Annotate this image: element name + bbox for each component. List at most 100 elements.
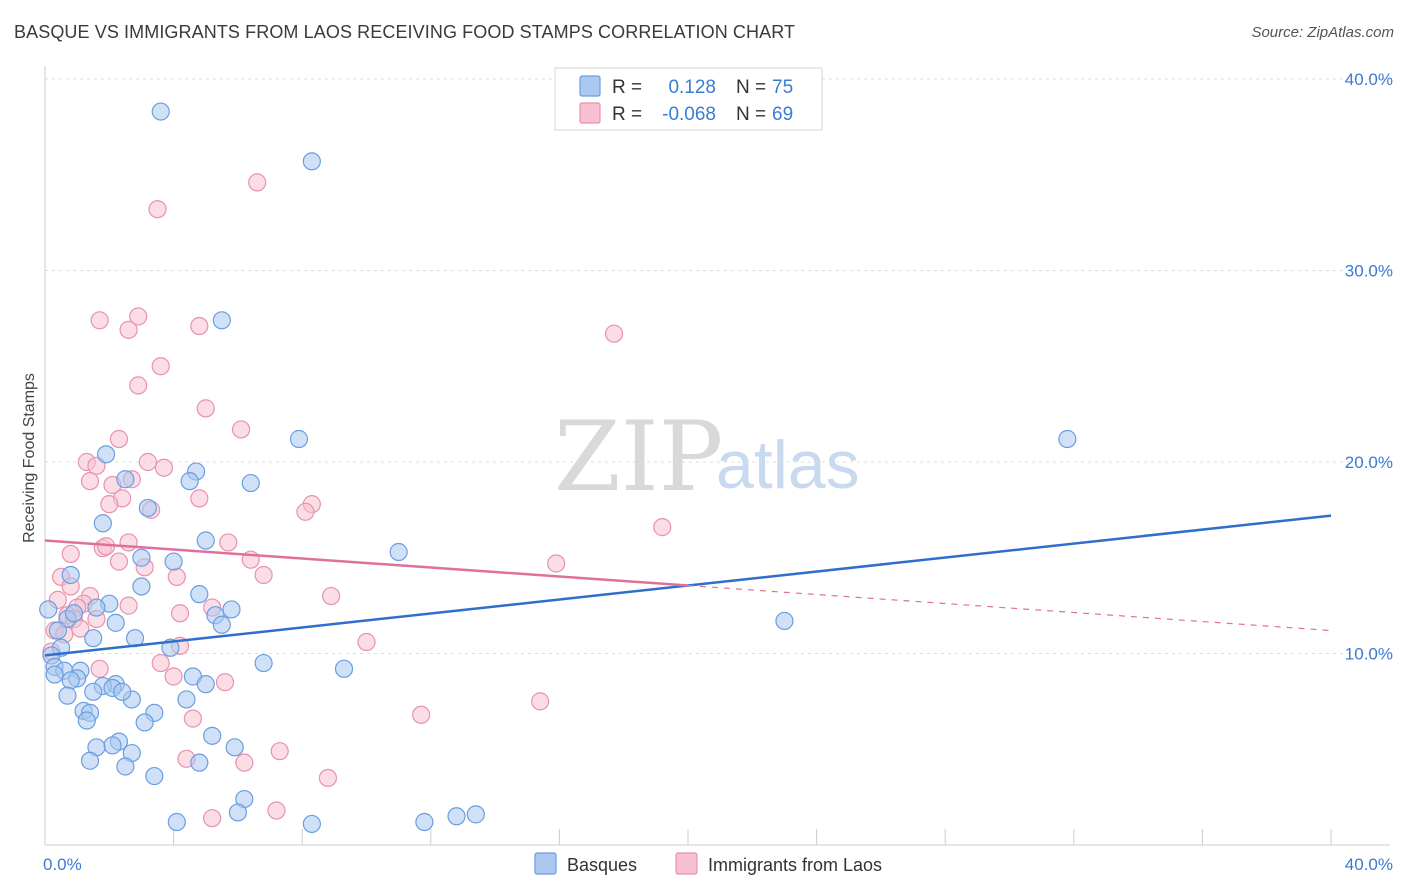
chart-title: BASQUE VS IMMIGRANTS FROM LAOS RECEIVING… bbox=[14, 22, 796, 42]
basques-point-15 bbox=[164, 552, 183, 571]
basques-point-41 bbox=[196, 675, 215, 694]
basques-point-0 bbox=[151, 102, 170, 121]
basques-point-16 bbox=[61, 565, 80, 585]
basques-point-1 bbox=[302, 152, 321, 171]
laos-point-33 bbox=[547, 554, 566, 573]
laos-point-59 bbox=[183, 709, 202, 728]
laos-point-54 bbox=[90, 659, 109, 678]
laos-point-42 bbox=[119, 596, 138, 615]
basques-point-13 bbox=[389, 542, 408, 562]
laos-point-13 bbox=[138, 452, 157, 472]
basques-point-68 bbox=[415, 812, 434, 832]
basques-point-3 bbox=[289, 429, 309, 449]
basques-point-63 bbox=[228, 803, 247, 822]
basques-point-56 bbox=[225, 738, 244, 757]
bottom-legend-label-laos: Immigrants from Laos bbox=[708, 855, 882, 875]
basques-point-27 bbox=[84, 629, 103, 648]
bottom-legend-swatch-basques bbox=[534, 852, 557, 875]
laos-point-64 bbox=[267, 801, 286, 820]
laos-point-22 bbox=[100, 495, 119, 514]
basques-point-65 bbox=[466, 805, 485, 824]
axes bbox=[44, 66, 1390, 846]
laos-point-4 bbox=[190, 316, 209, 336]
basques-point-66 bbox=[167, 812, 186, 832]
y-tick-label-0: 10.0% bbox=[1345, 645, 1393, 664]
laos-point-62 bbox=[235, 753, 254, 772]
basques-point-25 bbox=[212, 615, 231, 634]
basques-point-61 bbox=[145, 766, 164, 786]
basques-point-7 bbox=[180, 472, 199, 491]
y-tick-label-3: 40.0% bbox=[1345, 70, 1393, 89]
laos-point-31 bbox=[109, 552, 129, 571]
x-tick-labels: 0.0% 40.0% bbox=[43, 855, 1393, 874]
basques-point-45 bbox=[177, 690, 196, 709]
basques-point-73 bbox=[64, 604, 84, 623]
laos-point-35 bbox=[254, 565, 273, 585]
basques-point-4 bbox=[1058, 429, 1077, 449]
laos-point-0 bbox=[248, 173, 267, 192]
laos-point-47 bbox=[71, 619, 90, 638]
laos-point-16 bbox=[80, 472, 100, 491]
basques-point-9 bbox=[116, 470, 135, 489]
bottom-legend-swatch-laos bbox=[675, 852, 698, 875]
laos-point-27 bbox=[119, 533, 138, 552]
legend-r-value-basques: 0.128 bbox=[668, 77, 716, 98]
legend-swatch-basques bbox=[579, 75, 601, 97]
laos-point-53 bbox=[151, 653, 170, 673]
laos-point-55 bbox=[164, 667, 183, 686]
laos-point-50 bbox=[357, 632, 376, 652]
source-credit: Source: ZipAtlas.com bbox=[1251, 24, 1394, 41]
basques-point-18 bbox=[190, 585, 209, 604]
series-basques bbox=[39, 102, 1077, 834]
legend-r-value-laos: -0.068 bbox=[662, 104, 716, 125]
laos-point-44 bbox=[170, 604, 190, 623]
laos-point-8 bbox=[129, 376, 148, 395]
watermark-zip: ZIP bbox=[554, 401, 723, 513]
laos-point-11 bbox=[109, 429, 129, 449]
basques-point-21 bbox=[222, 600, 241, 619]
basques-point-38 bbox=[61, 671, 80, 690]
trend-line-laos bbox=[44, 539, 689, 587]
basques-point-52 bbox=[203, 726, 222, 745]
basques-point-44 bbox=[58, 686, 77, 705]
basques-point-67 bbox=[302, 814, 321, 834]
basques-point-8 bbox=[241, 473, 260, 493]
basques-point-36 bbox=[45, 665, 64, 684]
basques-point-72 bbox=[113, 682, 132, 701]
x-tick-label-1: 40.0% bbox=[1345, 855, 1393, 874]
laos-point-29 bbox=[61, 544, 80, 564]
basques-point-71 bbox=[84, 682, 103, 701]
watermark-atlas: atlas bbox=[716, 427, 860, 503]
basques-point-58 bbox=[80, 751, 100, 770]
basques-point-60 bbox=[116, 757, 135, 776]
y-tick-label-2: 30.0% bbox=[1345, 262, 1393, 281]
basques-point-51 bbox=[135, 713, 154, 732]
y-tick-labels: 10.0% 20.0% 30.0% 40.0% bbox=[1345, 70, 1393, 664]
basques-point-10 bbox=[138, 498, 157, 518]
laos-point-60 bbox=[270, 742, 289, 761]
basques-point-64 bbox=[447, 807, 466, 826]
laos-point-65 bbox=[203, 809, 222, 828]
legend-n-label-laos: N = bbox=[736, 104, 766, 125]
basques-point-17 bbox=[132, 577, 151, 596]
basques-point-69 bbox=[39, 600, 58, 619]
x-tick-label-0: 0.0% bbox=[43, 855, 82, 874]
y-axis-title: Receiving Food Stamps bbox=[21, 373, 38, 543]
laos-point-20 bbox=[190, 489, 209, 508]
basques-point-14 bbox=[132, 548, 151, 567]
basques-point-11 bbox=[93, 514, 112, 533]
watermark: ZIP atlas bbox=[554, 401, 860, 513]
laos-point-7 bbox=[151, 357, 170, 376]
basques-point-59 bbox=[190, 753, 209, 772]
laos-point-15 bbox=[154, 458, 174, 477]
laos-point-56 bbox=[215, 673, 235, 692]
legend-n-value-laos: 69 bbox=[772, 104, 793, 125]
basques-point-70 bbox=[48, 621, 67, 640]
y-tick-label-1: 20.0% bbox=[1345, 453, 1393, 472]
bottom-legend-label-basques: Basques bbox=[567, 855, 637, 875]
basques-point-74 bbox=[254, 653, 273, 673]
laos-point-34 bbox=[167, 567, 186, 587]
basques-point-20 bbox=[87, 598, 106, 617]
legend-n-label-basques: N = bbox=[736, 77, 766, 98]
